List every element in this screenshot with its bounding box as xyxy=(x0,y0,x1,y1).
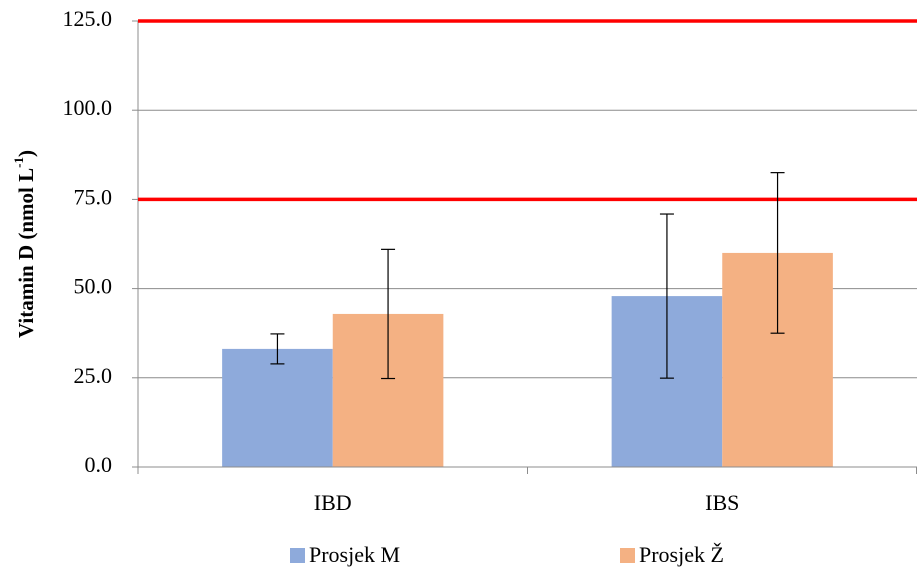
legend-swatch xyxy=(620,548,635,563)
bar xyxy=(222,348,333,467)
x-tick-label: IBD xyxy=(314,490,352,515)
y-tick-label: 50.0 xyxy=(74,274,113,299)
legend-swatch xyxy=(290,548,305,563)
y-axis-title: Vitamin D (nmol L-1) xyxy=(11,150,37,338)
y-tick-label: 75.0 xyxy=(74,184,113,209)
y-tick-label: 100.0 xyxy=(63,95,113,120)
legend-label: Prosjek Ž xyxy=(639,542,724,567)
legend-label: Prosjek M xyxy=(309,542,400,567)
y-tick-label: 0.0 xyxy=(85,452,113,477)
y-tick-label: 125.0 xyxy=(63,6,113,31)
x-tick-label: IBS xyxy=(705,490,739,515)
y-tick-label: 25.0 xyxy=(74,363,113,388)
